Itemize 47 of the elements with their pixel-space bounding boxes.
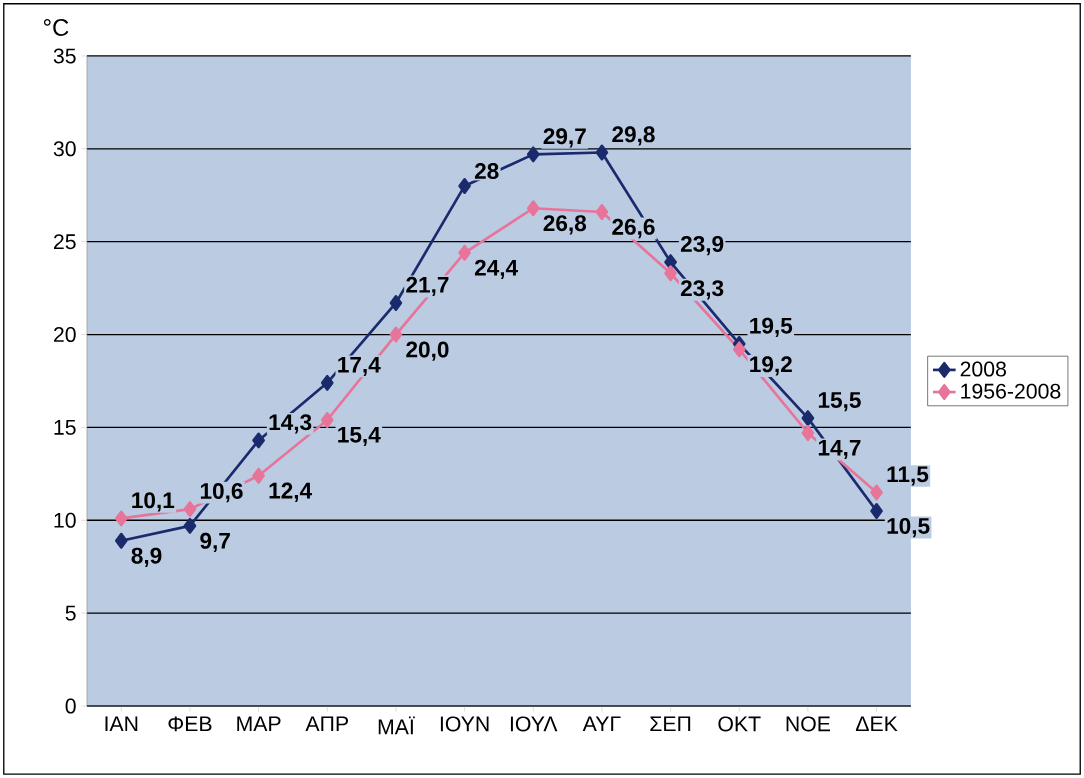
data-label: 26,8 bbox=[543, 215, 587, 235]
data-label: 19,5 bbox=[750, 317, 793, 338]
y-tick-label: 20 bbox=[53, 327, 76, 343]
x-tick-label: ΜΑΡ bbox=[237, 716, 281, 732]
data-label: 19,2 bbox=[750, 356, 792, 376]
data-label: 12,4 bbox=[269, 482, 312, 502]
data-label: 24,4 bbox=[474, 259, 518, 280]
data-label: 14,3 bbox=[269, 414, 312, 434]
y-tick-label: 25 bbox=[53, 234, 76, 250]
data-label: 17,4 bbox=[338, 356, 381, 377]
x-tick-label: ΙΑΝ bbox=[105, 716, 138, 732]
x-tick-label: ΣΕΠ bbox=[650, 716, 691, 732]
y-axis-title: °C bbox=[43, 19, 69, 37]
y-tick-label: 0 bbox=[65, 698, 76, 714]
x-tick-label: ΦΕΒ bbox=[168, 716, 212, 732]
data-label: 10,6 bbox=[200, 483, 243, 503]
y-tick-label: 30 bbox=[53, 141, 76, 157]
x-tick-label: ΜΑΪ bbox=[378, 716, 415, 735]
legend-label: 1956-2008 bbox=[961, 383, 1061, 399]
y-tick-label: 10 bbox=[54, 512, 76, 528]
data-label: 29,8 bbox=[612, 126, 655, 146]
x-tick-label: ΙΟΥΛ bbox=[510, 716, 558, 732]
x-tick-label: ΟΚΤ bbox=[718, 716, 761, 732]
y-tick-label: 35 bbox=[53, 48, 76, 64]
y-tick-label: 15 bbox=[54, 420, 76, 435]
legend-label: 2008 bbox=[960, 361, 1006, 377]
x-tick-label: ΝΟΕ bbox=[786, 716, 831, 732]
x-tick-label: ΑΠΡ bbox=[305, 716, 348, 732]
data-label: 28 bbox=[474, 163, 499, 180]
x-tick-label: ΑΥΓ bbox=[582, 716, 621, 732]
y-tick-label: 5 bbox=[65, 605, 76, 621]
data-label: 9,7 bbox=[200, 532, 230, 553]
data-label: 20,0 bbox=[406, 341, 449, 361]
data-label: 26,6 bbox=[612, 218, 655, 239]
data-label: 14,7 bbox=[818, 439, 861, 460]
data-label: 23,3 bbox=[680, 280, 724, 300]
data-label: 11,5 bbox=[887, 466, 929, 486]
data-label: 23,9 bbox=[680, 236, 724, 256]
x-tick-label: ΔΕΚ bbox=[855, 716, 898, 732]
data-label: 8,9 bbox=[131, 547, 162, 567]
data-label: 10,1 bbox=[132, 492, 175, 512]
data-label: 29,7 bbox=[543, 128, 586, 148]
data-label: 15,4 bbox=[338, 426, 381, 447]
data-label: 10,5 bbox=[887, 517, 930, 538]
x-tick-label: ΙΟΥΝ bbox=[440, 716, 489, 732]
data-label: 15,5 bbox=[818, 392, 861, 412]
data-label: 21,7 bbox=[406, 276, 449, 297]
